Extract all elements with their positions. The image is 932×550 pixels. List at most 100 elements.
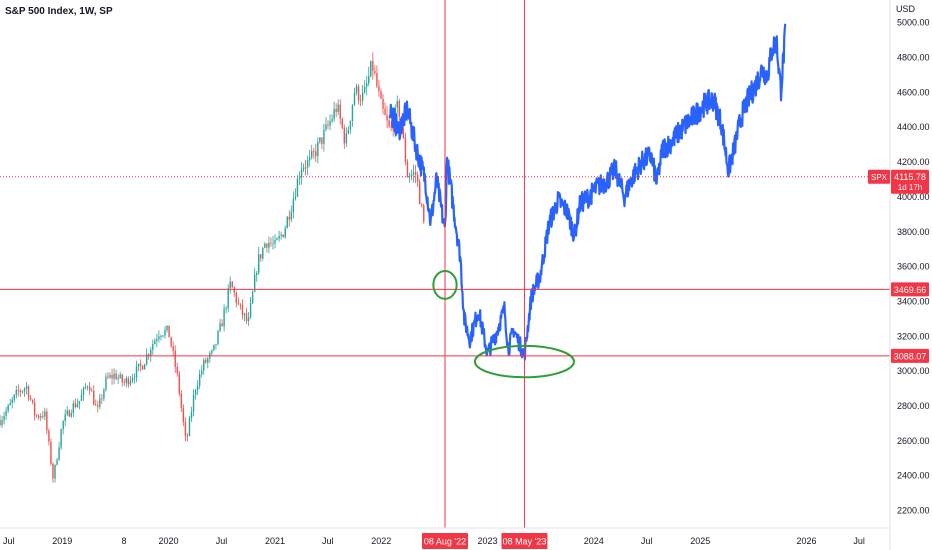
- y-tick-label: 4400.00: [897, 122, 930, 132]
- candle-body: [109, 375, 111, 378]
- candle-body: [402, 128, 405, 139]
- candle-body: [156, 339, 158, 341]
- candle-body: [276, 238, 278, 240]
- y-tick-label: 3800.00: [897, 227, 930, 237]
- candle-body: [280, 234, 282, 236]
- candle-body: [93, 390, 95, 405]
- candle-body: [213, 344, 215, 351]
- candle-body: [286, 216, 288, 229]
- candle-body: [176, 366, 178, 374]
- candle-body: [40, 416, 42, 418]
- candle-body: [19, 390, 22, 392]
- candle-body: [184, 422, 187, 436]
- candle-body: [308, 157, 311, 161]
- candle-body: [68, 410, 70, 417]
- x-tick-label: 2026: [796, 536, 816, 546]
- candle-body: [86, 386, 89, 388]
- candle-body: [139, 363, 142, 366]
- candle-body: [54, 464, 56, 479]
- candle-body: [237, 303, 240, 304]
- candle-body: [145, 354, 148, 365]
- candle-body: [245, 313, 248, 321]
- candle-body: [95, 404, 97, 406]
- candle-body: [148, 354, 150, 356]
- candle-body: [262, 247, 264, 259]
- candle-body: [5, 410, 7, 417]
- candle-body: [64, 414, 66, 421]
- candle-body: [190, 411, 193, 418]
- candle-body: [363, 86, 366, 93]
- x-tick-label: 2023: [477, 536, 497, 546]
- candle-body: [56, 459, 58, 465]
- candle-body: [196, 385, 199, 391]
- candle-body: [70, 413, 73, 417]
- candle-body: [321, 137, 323, 144]
- candle-body: [178, 373, 180, 394]
- candle-body: [3, 416, 5, 421]
- annotation-ellipses: [432, 269, 575, 379]
- candle-body: [241, 304, 244, 315]
- candle-body: [351, 104, 354, 121]
- y-tick-label: 2200.00: [897, 506, 930, 516]
- candle-body: [345, 133, 348, 144]
- candle-body: [44, 411, 46, 417]
- candle-body: [339, 104, 341, 119]
- candle-body: [215, 344, 217, 345]
- candle-body: [121, 374, 123, 383]
- candle-body: [243, 313, 246, 315]
- candle-body: [111, 375, 113, 379]
- candle-body: [302, 167, 305, 170]
- y-axis[interactable]: 2200.00 2400.00 2600.00 2800.00 3000.00 3200.…: [897, 18, 930, 516]
- candle-body: [74, 403, 77, 408]
- candle-body: [365, 83, 368, 87]
- candle-body: [282, 234, 284, 238]
- candle-body: [164, 329, 166, 336]
- candle-body: [9, 402, 11, 406]
- candle-body: [125, 378, 128, 383]
- candle-body: [60, 429, 62, 448]
- candle-body: [380, 91, 382, 99]
- candle-body: [1, 420, 3, 426]
- h-line-label-upper: 3469.66: [894, 285, 927, 295]
- candle-body: [335, 108, 337, 112]
- x-axis[interactable]: Jul 2019 8 2020 Jul 2021 Jul 2022 2023 2024 Jul 202…: [3, 536, 865, 546]
- candle-body: [62, 420, 64, 430]
- candle-body: [113, 373, 115, 379]
- candle-body: [272, 243, 274, 245]
- candle-body: [137, 363, 140, 367]
- crosshair-lines: [0, 0, 890, 528]
- candle-body: [315, 151, 317, 157]
- candle-body: [374, 70, 376, 74]
- candle-body: [235, 292, 238, 304]
- candle-body: [194, 390, 197, 395]
- v-line-label-bg-may23: [501, 533, 548, 549]
- candle-body: [288, 216, 291, 220]
- candle-body: [225, 308, 227, 310]
- candle-body: [154, 340, 156, 345]
- candle-body: [414, 172, 417, 175]
- candle-body: [170, 337, 172, 347]
- drawn-line-series: [389, 23, 787, 361]
- candle-body: [290, 212, 293, 220]
- candle-body: [119, 374, 121, 378]
- candle-body: [35, 415, 38, 416]
- h-line-label-lower: 3088.07: [894, 351, 927, 361]
- candle-body: [21, 391, 24, 393]
- candle-body: [15, 389, 18, 395]
- candle-body: [203, 359, 205, 371]
- candle-body: [368, 76, 370, 84]
- candle-body: [357, 86, 360, 101]
- candle-body: [105, 376, 107, 390]
- y-tick-label: 3200.00: [897, 331, 930, 341]
- candle-body: [200, 370, 203, 375]
- candle-body: [107, 376, 109, 378]
- candle-body: [166, 325, 168, 330]
- candle-body: [249, 303, 252, 318]
- y-tick-label: 3600.00: [897, 262, 930, 272]
- candle-body: [158, 336, 160, 340]
- candle-body: [133, 378, 136, 379]
- candle-body: [412, 172, 415, 175]
- price-label-bg: [891, 169, 929, 194]
